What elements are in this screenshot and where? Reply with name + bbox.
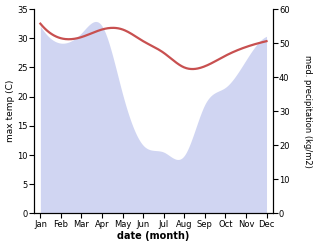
Y-axis label: med. precipitation (kg/m2): med. precipitation (kg/m2): [303, 55, 313, 168]
Y-axis label: max temp (C): max temp (C): [5, 80, 15, 143]
X-axis label: date (month): date (month): [117, 231, 190, 242]
